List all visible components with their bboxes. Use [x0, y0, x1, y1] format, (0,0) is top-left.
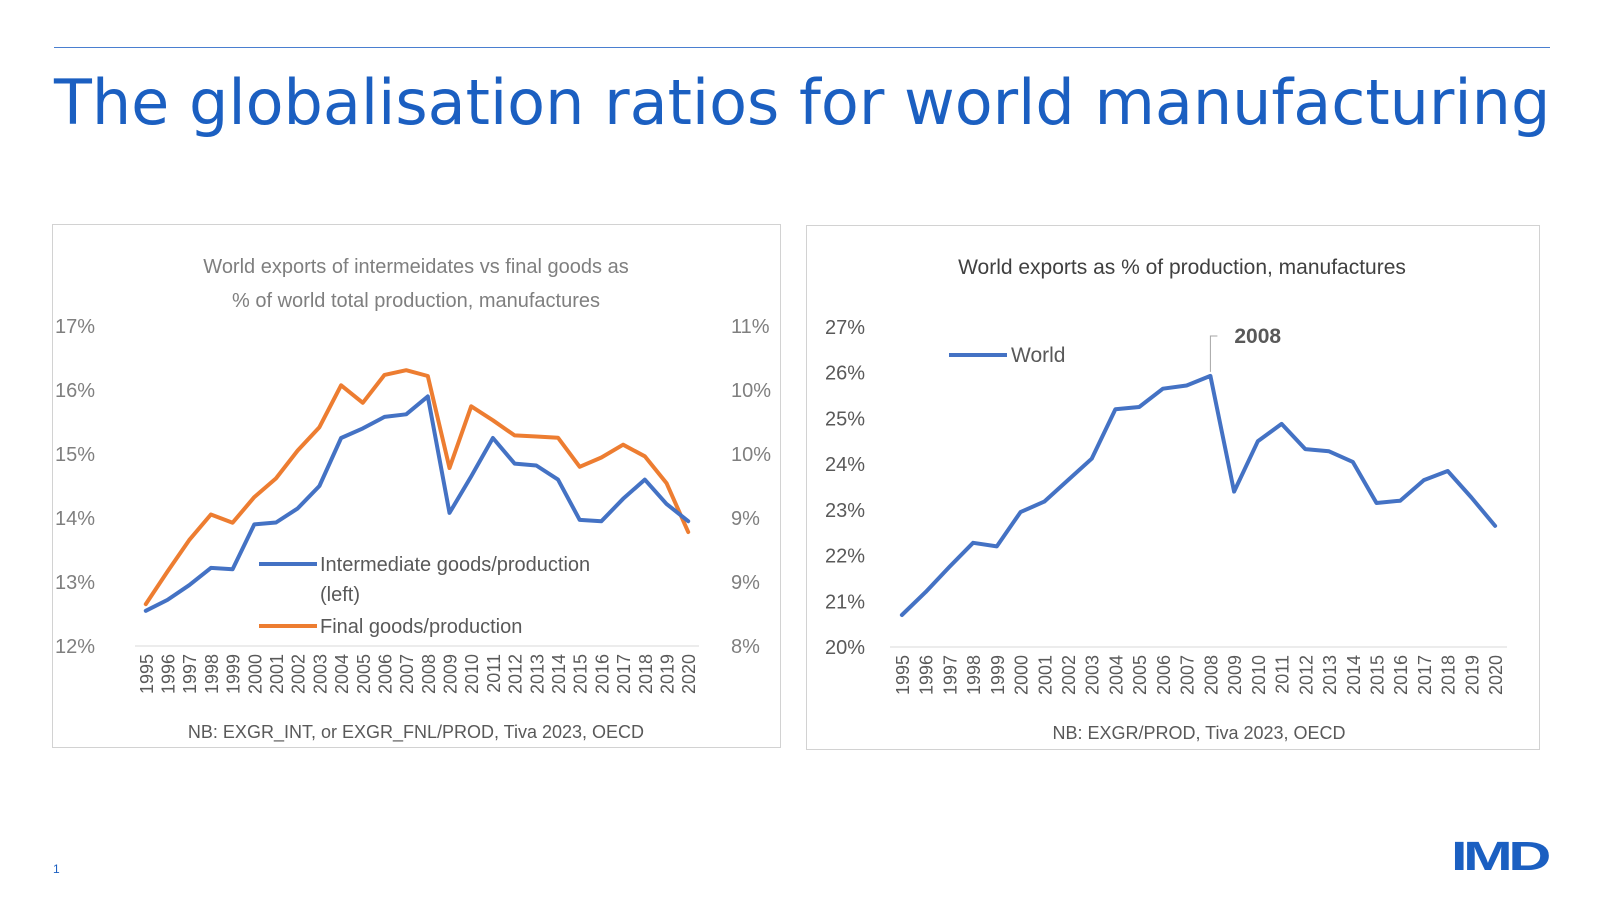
y-right-tick-label: 9%: [731, 572, 760, 594]
page-number: 1: [53, 862, 60, 876]
series-line-world: [899, 373, 1498, 617]
x-tick-label: 1996: [917, 655, 937, 695]
left-chart: World exports of intermeidates vs final …: [55, 256, 771, 743]
x-tick-label: 1995: [137, 654, 157, 694]
x-tick-label: 2013: [527, 654, 547, 694]
x-tick-label: 2017: [1415, 655, 1435, 695]
x-tick-label: 2008: [1201, 655, 1221, 695]
chart-title-line: % of world total production, manufacture…: [232, 290, 600, 312]
source-note: NB: EXGR/PROD, Tiva 2023, OECD: [1052, 723, 1345, 743]
x-tick-label: 1995: [893, 655, 913, 695]
annotation-leader-line: [1209, 335, 1218, 372]
y-right-tick-label: 10%: [731, 444, 771, 466]
x-tick-label: 2004: [1106, 655, 1126, 695]
x-tick-label: 2019: [1462, 655, 1482, 695]
right-chart-panel: World exports as % of production, manufa…: [806, 225, 1540, 750]
x-tick-label: 2012: [1296, 655, 1316, 695]
y-left-tick-label: 15%: [55, 444, 95, 466]
x-tick-label: 2015: [571, 654, 591, 694]
x-tick-label: 2016: [592, 654, 612, 694]
source-note: NB: EXGR_INT, or EXGR_FNL/PROD, Tiva 202…: [188, 722, 644, 743]
legend-label-final: Final goods/production: [320, 616, 522, 638]
x-tick-label: 2003: [310, 654, 330, 694]
slide-title: The globalisation ratios for world manuf…: [54, 66, 1551, 139]
chart-title-line: World exports of intermeidates vs final …: [203, 256, 628, 278]
series-line-intermediate-goods: [143, 394, 691, 613]
x-tick-label: 2000: [245, 654, 265, 694]
x-tick-label: 2008: [419, 654, 439, 694]
x-tick-label: 2011: [484, 654, 504, 693]
x-tick-label: 2019: [658, 654, 678, 694]
x-tick-label: 2010: [462, 654, 482, 694]
x-tick-label: 2003: [1083, 655, 1103, 695]
annotation-label: 2008: [1234, 325, 1281, 348]
x-tick-label: 2006: [1154, 655, 1174, 695]
x-tick-label: 1998: [202, 654, 222, 694]
y-tick-label: 20%: [825, 637, 865, 659]
x-tick-label: 2005: [1130, 655, 1150, 695]
y-tick-label: 21%: [825, 591, 865, 613]
y-tick-label: 23%: [825, 500, 865, 522]
x-tick-label: 2018: [636, 654, 656, 694]
x-tick-label: 1996: [159, 654, 179, 694]
x-tick-label: 2010: [1249, 655, 1269, 695]
x-tick-label: 2016: [1391, 655, 1411, 695]
y-right-tick-label: 9%: [731, 508, 760, 530]
legend-label-intermediate: (left): [320, 584, 360, 606]
x-tick-label: 2014: [549, 654, 569, 694]
y-left-tick-label: 17%: [55, 316, 95, 338]
right-chart: World exports as % of production, manufa…: [825, 256, 1507, 743]
x-tick-label: 2009: [441, 654, 461, 694]
x-tick-label: 2001: [267, 654, 287, 694]
logo-text: IMD: [1451, 836, 1549, 876]
x-tick-label: 2007: [1178, 655, 1198, 695]
x-tick-label: 2020: [679, 654, 699, 694]
y-left-tick-label: 14%: [55, 508, 95, 530]
x-tick-label: 2007: [397, 654, 417, 694]
x-tick-label: 2000: [1012, 655, 1032, 695]
x-tick-label: 1997: [940, 655, 960, 695]
y-tick-label: 22%: [825, 546, 865, 568]
x-tick-label: 2002: [289, 654, 309, 694]
y-left-tick-label: 13%: [55, 572, 95, 594]
series-line-final-goods: [143, 368, 691, 607]
x-tick-label: 2020: [1486, 655, 1506, 695]
x-tick-label: 2012: [506, 654, 526, 694]
left-chart-panel: World exports of intermeidates vs final …: [52, 224, 781, 748]
x-tick-label: 1999: [988, 655, 1008, 695]
x-tick-label: 2015: [1368, 655, 1388, 695]
x-tick-label: 2017: [614, 654, 634, 694]
x-tick-label: 2009: [1225, 655, 1245, 695]
x-tick-label: 2001: [1035, 655, 1055, 695]
x-tick-label: 2005: [354, 654, 374, 694]
y-right-tick-label: 11%: [731, 316, 770, 338]
x-tick-label: 2006: [376, 654, 396, 694]
legend-label-world: World: [1011, 344, 1065, 367]
x-tick-label: 2011: [1273, 655, 1293, 694]
y-tick-label: 27%: [825, 317, 865, 339]
x-tick-label: 1998: [964, 655, 984, 695]
x-tick-label: 2014: [1344, 655, 1364, 695]
chart-title: World exports as % of production, manufa…: [958, 256, 1406, 279]
x-tick-label: 2004: [332, 654, 352, 694]
y-right-tick-label: 8%: [731, 636, 760, 658]
y-tick-label: 24%: [825, 454, 865, 476]
y-left-tick-label: 16%: [55, 380, 95, 402]
y-tick-label: 26%: [825, 363, 865, 385]
x-tick-label: 2018: [1439, 655, 1459, 695]
legend-label-intermediate: Intermediate goods/production: [320, 554, 590, 576]
imd-logo: IMD: [1451, 836, 1551, 876]
x-tick-label: 1997: [180, 654, 200, 694]
x-tick-label: 2002: [1059, 655, 1079, 695]
y-tick-label: 25%: [825, 408, 865, 430]
y-left-tick-label: 12%: [55, 636, 95, 658]
top-rule: [54, 47, 1550, 48]
y-right-tick-label: 10%: [731, 380, 771, 402]
x-tick-label: 1999: [224, 654, 244, 694]
x-tick-label: 2013: [1320, 655, 1340, 695]
